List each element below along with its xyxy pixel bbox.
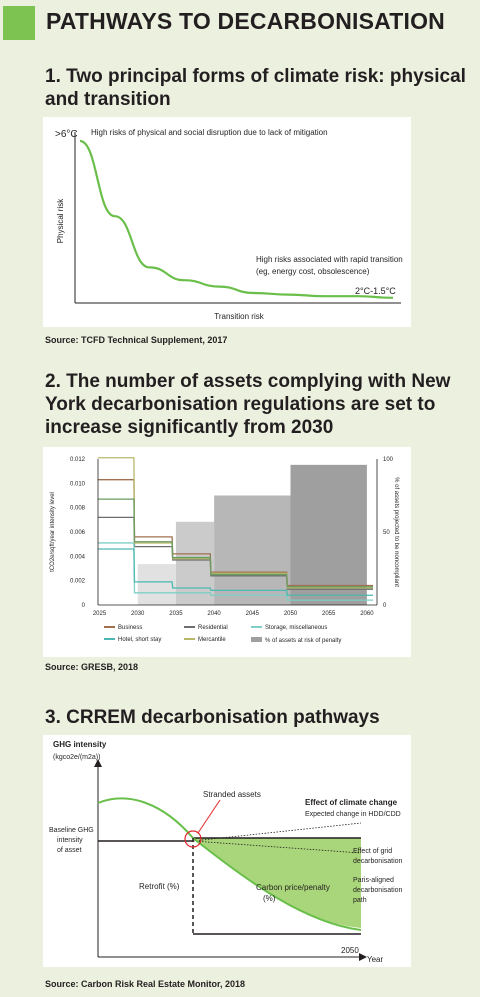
x-tick-label: 2050: [284, 611, 298, 617]
x-tick-label: 2060: [360, 611, 374, 617]
y-axis-unit: (kgco2e/(m2a)): [53, 754, 100, 761]
carbon-price-label-2: (%): [263, 894, 276, 903]
paris-label-3: path: [353, 897, 367, 904]
x-end-label: 2050: [341, 946, 359, 955]
grid-label-2: decarbonisation: [353, 858, 403, 865]
chart-2: tCO2e/sqft/year intensity level % of ass…: [50, 457, 399, 644]
x-tick-label: 2040: [207, 611, 221, 617]
legend-label: Hotel, short stay: [118, 637, 161, 643]
annotation-transition: High risks associated with rapid transit…: [256, 255, 403, 264]
y-axis-label-right: % of assets projected to be noncompliant: [393, 477, 399, 587]
grid-decarbonisation-line: [192, 840, 362, 854]
grid-label-1: Effect of grid: [353, 848, 392, 855]
x-axis-label: Transition risk: [214, 312, 264, 321]
y-top-label: >6°C: [55, 129, 78, 140]
y-axis-arrow: [94, 759, 102, 767]
penalty-bar: [214, 495, 291, 605]
source-1: Source: TCFD Technical Supplement, 2017: [45, 335, 228, 345]
chart-3-panel: GHG intensity (kgco2e/(m2a)) Baseline GH…: [43, 735, 411, 967]
source-3: Source: Carbon Risk Real Estate Monitor,…: [45, 979, 246, 989]
y-axis-label-left: tCO2e/sqft/year intensity level: [50, 492, 56, 572]
legend-label: Business: [118, 625, 142, 631]
baseline-label-3: of asset: [57, 847, 82, 854]
legend-label-penalty: % of assets at risk of penalty: [265, 638, 341, 644]
y-tick-label: 0.008: [70, 506, 86, 512]
chart-3: GHG intensity (kgco2e/(m2a)) Baseline GH…: [49, 740, 403, 964]
x-axis-label: Year: [367, 955, 384, 964]
y-tick-label: 0.006: [70, 530, 86, 536]
y-right-tick-label: 100: [383, 457, 394, 463]
section-2-title: 2. The number of assets complying with N…: [45, 371, 451, 438]
series-line: [98, 548, 373, 596]
legend-label: Residential: [198, 625, 228, 631]
x-tick-label: 2045: [246, 611, 260, 617]
y-right-tick-label: 50: [383, 530, 390, 536]
penalty-bar: [137, 564, 176, 605]
stranded-marker: [184, 830, 202, 848]
x-tick-label: 2030: [131, 611, 145, 617]
y-tick-label: 0.004: [70, 554, 86, 560]
climate-change-label: Effect of climate change: [305, 798, 398, 807]
stranded-label: Stranded assets: [203, 790, 261, 799]
annotation-transition-example: (eg, energy cost, obsolescence): [256, 267, 370, 276]
chart-2-panel: tCO2e/sqft/year intensity level % of ass…: [43, 447, 411, 657]
series-line: [98, 498, 373, 588]
baseline-label-2: intensity: [57, 837, 83, 844]
paris-label-1: Paris-aligned: [353, 877, 394, 884]
end-label: 2°C-1.5°C: [355, 286, 396, 296]
chart-1-panel: >6°C High risks of physical and social d…: [43, 117, 411, 327]
legend-label: Storage, miscellaneous: [265, 625, 327, 631]
y-axis-label: Physical risk: [56, 198, 65, 243]
legend-swatch-penalty: [251, 637, 262, 642]
section-3-title: 3. CRREM decarbonisation pathways: [45, 707, 380, 728]
physical-risk-series: [79, 139, 394, 299]
x-tick-label: 2025: [93, 611, 107, 617]
carbon-penalty-area: [193, 838, 361, 928]
y-right-tick-label: 0: [383, 603, 387, 609]
y-tick-label: 0: [82, 603, 86, 609]
stranded-pointer: [197, 799, 221, 834]
x-tick-label: 2055: [322, 611, 336, 617]
page-title: PATHWAYS TO DECARBONISATION: [46, 8, 445, 34]
paris-label-2: decarbonisation: [353, 887, 403, 894]
annotation-physical: High risks of physical and social disrup…: [91, 128, 328, 137]
y-axis-label: GHG intensity: [53, 740, 107, 749]
penalty-bar: [290, 464, 367, 605]
penalty-bar: [175, 521, 215, 605]
carbon-price-label-1: Carbon price/penalty: [256, 883, 330, 892]
y-tick-label: 0.010: [70, 481, 86, 487]
x-tick-label: 2035: [169, 611, 183, 617]
paris-aligned-path: [97, 797, 362, 931]
retrofit-label: Retrofit (%): [139, 882, 180, 891]
y-tick-label: 0.012: [70, 457, 86, 463]
chart-1: >6°C High risks of physical and social d…: [55, 128, 403, 321]
source-2: Source: GRESB, 2018: [45, 662, 139, 672]
x-axis-arrow: [359, 953, 367, 961]
title-accent-block: [3, 6, 35, 40]
hdd-label: Expected change in HDD/CDD: [305, 811, 401, 818]
title-bar: PATHWAYS TO DECARBONISATION: [0, 0, 480, 42]
y-tick-label: 0.002: [70, 579, 86, 585]
legend-label: Mercantile: [198, 637, 226, 643]
baseline-label-1: Baseline GHG: [49, 827, 94, 834]
section-1-title: 1. Two principal forms of climate risk: …: [45, 66, 466, 110]
